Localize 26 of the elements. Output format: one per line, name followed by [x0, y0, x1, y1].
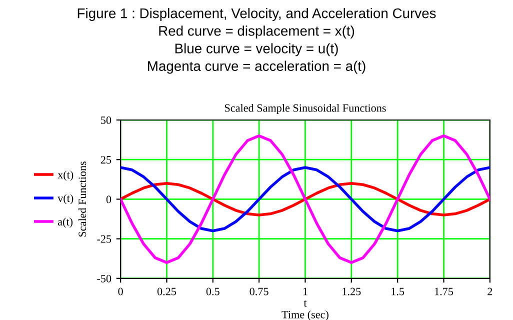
line-series [120, 134, 490, 264]
chart-title: Figure 1 : Displacement, Velocity, and Acceleration Curves [78, 8, 436, 21]
text: Red curve = displacement = x(t) [159, 26, 354, 39]
x-tick-label: 1 [303, 288, 308, 296]
x-tick-label: 1.25 [342, 288, 361, 296]
x-tick-label: 1.75 [435, 288, 454, 296]
y-axis-title: Scaled Functions [78, 161, 86, 237]
x-tick-label: 2 [488, 288, 492, 296]
text: Blue curve = velocity = u(t) [175, 43, 338, 56]
legend-label: x(t) [58, 170, 74, 181]
legend-label: v(t) [58, 194, 74, 204]
x-tick-label: 0 [118, 288, 123, 296]
y-tick-label: 0 [106, 196, 112, 204]
x-tick-label: 1.5 [392, 288, 404, 296]
x-tick-label: 0.25 [157, 288, 176, 296]
x-tick-label: 0.75 [250, 288, 268, 296]
x-tick-label: 0.5 [206, 288, 220, 296]
y-tick-label: -50 [97, 274, 112, 282]
text: Magenta curve = acceleration = a(t) [148, 60, 366, 74]
y-tick-label: 25 [100, 156, 112, 164]
line-series [120, 166, 490, 232]
y-tick-label: 50 [101, 116, 112, 124]
y-tick-label: -25 [97, 235, 112, 243]
chart-subtitle: Scaled Sample Sinusoidal Functions [224, 104, 386, 114]
legend-label: a(t) [58, 218, 73, 228]
line-series [120, 182, 490, 216]
